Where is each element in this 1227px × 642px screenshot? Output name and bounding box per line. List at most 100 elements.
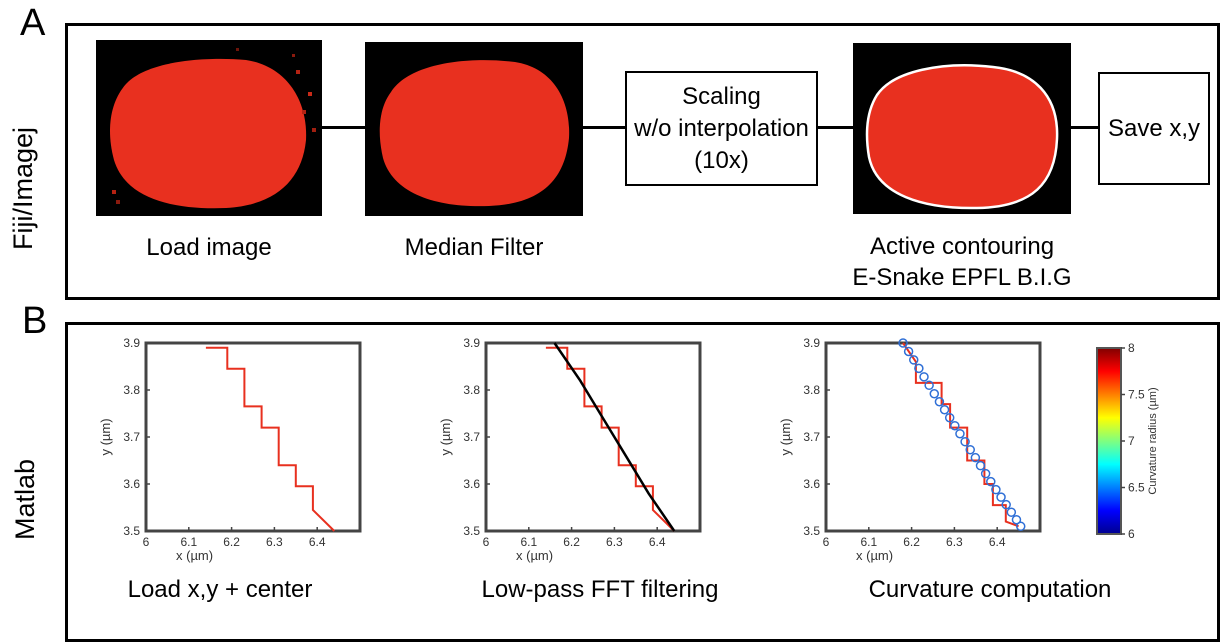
x-tick-label: 6.3 xyxy=(946,535,963,549)
caption-plot-load-xy-text: Load x,y + center xyxy=(127,576,313,603)
filtered-contour-line xyxy=(553,342,676,532)
curvature-point xyxy=(965,444,975,455)
curvature-point xyxy=(980,468,991,479)
scaling-line-3: (10x) xyxy=(694,146,749,174)
x-tick-label: 6.3 xyxy=(266,535,283,549)
curvature-point xyxy=(970,452,981,463)
caption-load-image-text: Load image xyxy=(146,234,272,261)
curvature-point xyxy=(914,363,924,374)
x-tick-label: 6 xyxy=(143,535,150,549)
curvature-point xyxy=(1011,514,1022,525)
y-axis-label: y (µm) xyxy=(100,418,113,455)
colorbar-label: Curvature radius (µm) xyxy=(1147,387,1159,494)
curvature-point xyxy=(934,397,945,407)
panel-a-side-label: Fiji/Imagej xyxy=(8,126,38,250)
caption-active-contouring-line2: E-Snake EPFL B.I.G xyxy=(852,264,1072,291)
y-tick-label: 3.9 xyxy=(123,336,140,350)
connector-2 xyxy=(583,126,625,129)
panel-b-side-label: Matlab xyxy=(10,458,40,540)
x-tick-label: 6.1 xyxy=(520,535,537,549)
x-tick-label: 6.2 xyxy=(223,535,240,549)
plot-curvature: 6 6.1 6.2 6.3 6.4 3.9 3.8 3.7 3.6 3.5 x (µm) y (µm) xyxy=(780,336,1042,563)
colorbar-tick-label: 7 xyxy=(1128,434,1135,448)
curvature-point xyxy=(950,420,960,431)
caption-plot-curvature-text: Curvature computation xyxy=(868,576,1112,603)
x-axis-label: x (µm) xyxy=(856,548,893,563)
x-axis-label: x (µm) xyxy=(176,548,213,563)
x-tick-label: 6.3 xyxy=(606,535,623,549)
curvature-point xyxy=(1015,521,1026,532)
plot-lowpass-fft: 6 6.1 6.2 6.3 6.4 3.9 3.8 3.7 3.6 3.5 x (µm) y (µm) xyxy=(440,336,702,563)
x-tick-label: 6.2 xyxy=(903,535,920,549)
panel-a-letter: A xyxy=(20,2,46,44)
plot-axes-box xyxy=(484,341,702,533)
caption-load-image: Load image xyxy=(96,232,322,263)
caption-plot-lowpass-fft-text: Low-pass FFT filtering xyxy=(481,576,719,603)
save-step-box: Save x,y xyxy=(1098,72,1210,185)
y-tick-label: 3.9 xyxy=(803,336,820,350)
save-step-label: Save x,y xyxy=(1107,114,1201,142)
y-tick-label: 3.6 xyxy=(803,477,820,491)
curvature-point xyxy=(986,476,996,487)
curvature-colorbar: 8 7.5 7 6.5 6 Curvature radius (µm) xyxy=(1096,341,1159,540)
x-tick-label: 6.4 xyxy=(649,535,666,549)
colorbar-tick-label: 6.5 xyxy=(1128,481,1145,495)
y-tick-label: 3.8 xyxy=(123,383,140,397)
raw-contour-line xyxy=(902,342,1019,528)
caption-plot-load-xy: Load x,y + center xyxy=(95,574,345,605)
raw-cell-image xyxy=(96,40,322,216)
y-tick-label: 3.5 xyxy=(123,524,140,538)
panel-b-letter: B xyxy=(22,300,48,342)
caption-median-filter-text: Median Filter xyxy=(404,234,544,261)
connector-1 xyxy=(322,126,365,129)
y-tick-label: 3.5 xyxy=(803,524,820,538)
scaling-line-2: w/o interpolation xyxy=(634,114,809,142)
raw-contour-line xyxy=(545,346,676,532)
curvature-point xyxy=(955,428,965,439)
caption-median-filter: Median Filter xyxy=(365,232,583,263)
y-tick-label: 3.6 xyxy=(463,477,480,491)
x-tick-label: 6.1 xyxy=(180,535,197,549)
curvature-point xyxy=(944,412,955,423)
y-tick-label: 3.7 xyxy=(803,430,820,444)
curvature-point xyxy=(929,389,940,399)
connector-3 xyxy=(818,126,853,129)
y-tick-label: 3.8 xyxy=(463,383,480,397)
y-axis-label: y (µm) xyxy=(440,418,453,455)
curvature-point xyxy=(898,338,908,348)
y-tick-label: 3.6 xyxy=(123,477,140,491)
curvature-point xyxy=(924,380,934,391)
colorbar-tick-label: 8 xyxy=(1128,341,1135,355)
scaling-line-1: Scaling xyxy=(682,82,761,110)
curvature-point xyxy=(1006,507,1017,517)
curvature-point xyxy=(919,372,929,382)
curvature-point xyxy=(960,436,970,447)
caption-plot-curvature: Curvature computation xyxy=(835,574,1145,605)
x-tick-label: 6.2 xyxy=(563,535,580,549)
curvature-point xyxy=(939,404,950,415)
y-tick-label: 3.5 xyxy=(463,524,480,538)
curvature-point xyxy=(903,346,914,357)
y-tick-label: 3.7 xyxy=(123,430,140,444)
x-tick-label: 6.4 xyxy=(989,535,1006,549)
x-tick-label: 6.1 xyxy=(860,535,877,549)
curvature-point xyxy=(908,355,919,365)
curvature-point xyxy=(991,484,1001,495)
colorbar-gradient xyxy=(1096,347,1122,535)
colorbar-tick-label: 7.5 xyxy=(1128,388,1145,402)
x-tick-label: 6.4 xyxy=(309,535,326,549)
y-tick-label: 3.8 xyxy=(803,383,820,397)
scaling-step-box: Scaling w/o interpolation (10x) xyxy=(625,71,818,186)
caption-active-contouring-line1: Active contouring xyxy=(869,233,1055,260)
median-filtered-image xyxy=(365,42,583,216)
connector-4 xyxy=(1071,126,1098,129)
y-tick-label: 3.9 xyxy=(463,336,480,350)
caption-plot-lowpass-fft: Low-pass FFT filtering xyxy=(465,574,735,605)
colorbar-tick-label: 6 xyxy=(1128,527,1135,540)
plot-axes-box xyxy=(144,341,362,533)
plot-axes-box xyxy=(824,341,1042,533)
plot-load-xy: 6 6.1 6.2 6.3 6.4 3.9 3.8 3.7 3.6 3.5 x (µm) y (µm) xyxy=(100,336,362,563)
x-tick-label: 6 xyxy=(483,535,490,549)
panel-a-frame xyxy=(65,23,1220,300)
caption-active-contouring: Active contouring E-Snake EPFL B.I.G xyxy=(812,231,1112,293)
